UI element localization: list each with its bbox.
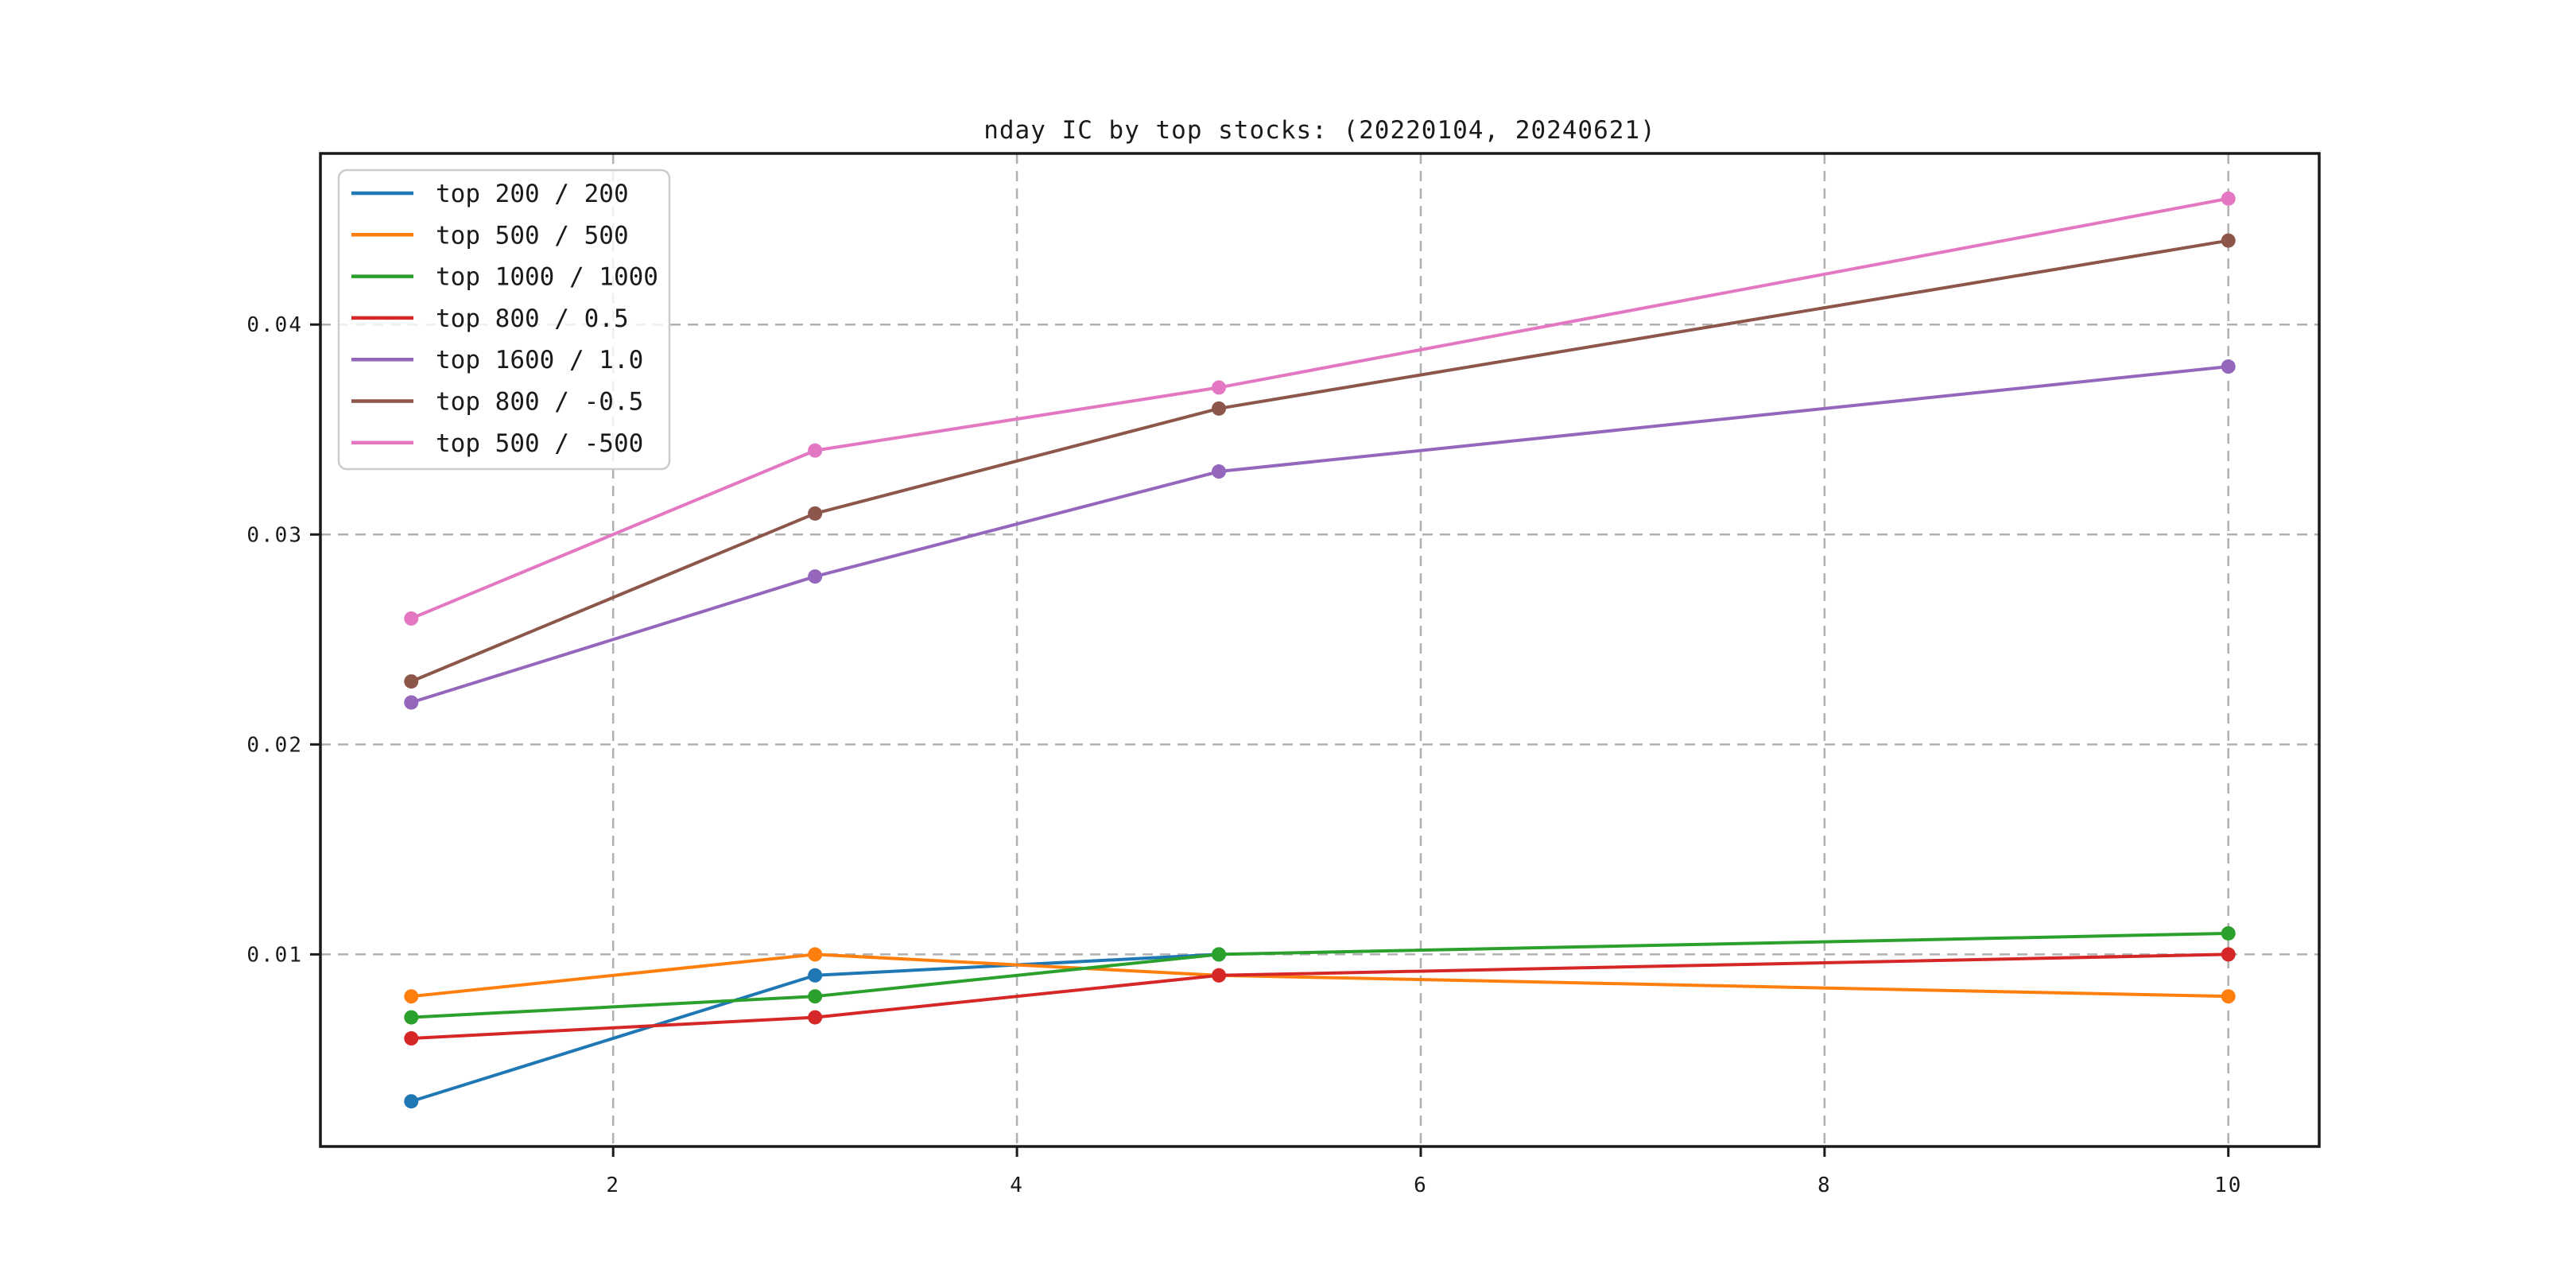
series-line-5 [409, 239, 2230, 684]
data-point-marker [404, 674, 419, 689]
data-point-marker [404, 1031, 419, 1046]
legend: top 200 / 200 top 500 / 500 top 1000 / 100… [337, 169, 671, 471]
legend-label: top 500 / 500 [436, 221, 629, 250]
legend-item: top 1000 / 1000 [351, 263, 658, 292]
data-point-marker [2221, 233, 2236, 248]
legend-label: top 800 / 0.5 [436, 305, 629, 333]
y-tick-label: 0.02 [246, 733, 303, 757]
legend-frame [337, 169, 671, 471]
chart-title: nday IC by top stocks: (20220104, 202406… [983, 116, 1656, 145]
plot-border [319, 152, 2321, 1148]
data-point-marker [1212, 464, 1227, 479]
y-tick-label: 0.04 [246, 313, 303, 337]
data-point-marker [808, 989, 823, 1004]
data-point-marker [404, 989, 419, 1004]
legend-item: top 800 / -0.5 [351, 388, 643, 417]
legend-item: top 800 / 0.5 [351, 305, 629, 333]
legend-item: top 1600 / 1.0 [351, 346, 643, 374]
data-point-marker [1212, 947, 1227, 962]
legend-label: top 800 / -0.5 [436, 388, 643, 417]
data-point-marker [1212, 380, 1227, 395]
series-line-3 [409, 952, 2230, 1041]
x-tick-label: 2 [606, 1174, 620, 1197]
y-tick-label: 0.01 [246, 943, 303, 967]
series-line-6 [409, 196, 2230, 620]
data-point-marker [404, 1010, 419, 1025]
data-point-marker [2221, 191, 2236, 206]
x-tick-label: 10 [2214, 1174, 2242, 1197]
legend-label: top 200 / 200 [436, 180, 629, 208]
x-tick-label: 4 [1010, 1174, 1024, 1197]
data-point-marker [808, 443, 823, 458]
series-line-2 [409, 931, 2230, 1019]
x-tick-label: 6 [1414, 1174, 1428, 1197]
series-line-1 [409, 952, 2230, 999]
data-point-marker [404, 611, 419, 626]
data-point-marker [2221, 989, 2236, 1004]
legend-item: top 500 / 500 [351, 221, 629, 250]
legend-label: top 500 / -500 [436, 429, 643, 458]
data-point-marker [808, 1010, 823, 1025]
data-point-marker [1212, 401, 1227, 416]
data-point-marker [404, 1094, 419, 1109]
data-point-marker [808, 968, 823, 983]
legend-label: top 1000 / 1000 [436, 263, 658, 292]
x-tick-label: 8 [1818, 1174, 1832, 1197]
data-point-marker [1212, 968, 1227, 983]
data-point-marker [808, 947, 823, 962]
legend-label: top 1600 / 1.0 [436, 346, 643, 374]
series-line-4 [409, 365, 2230, 704]
legend-item: top 500 / -500 [351, 429, 643, 458]
axes-layer: 2 4 6 8 10 0.01 0.02 0.03 0.04 [246, 152, 2321, 1197]
legend-item: top 200 / 200 [351, 180, 629, 208]
data-point-marker [2221, 925, 2236, 941]
grid-layer [320, 153, 2319, 1146]
legend-box: top 200 / 200 top 500 / 500 top 1000 / 100… [337, 169, 671, 471]
y-tick-label: 0.03 [246, 523, 303, 547]
data-point-marker [808, 506, 823, 521]
series-layer [404, 191, 2236, 1109]
data-point-marker [2221, 947, 2236, 962]
data-point-marker [2221, 359, 2236, 374]
data-point-marker [404, 695, 419, 710]
data-point-marker [808, 569, 823, 584]
